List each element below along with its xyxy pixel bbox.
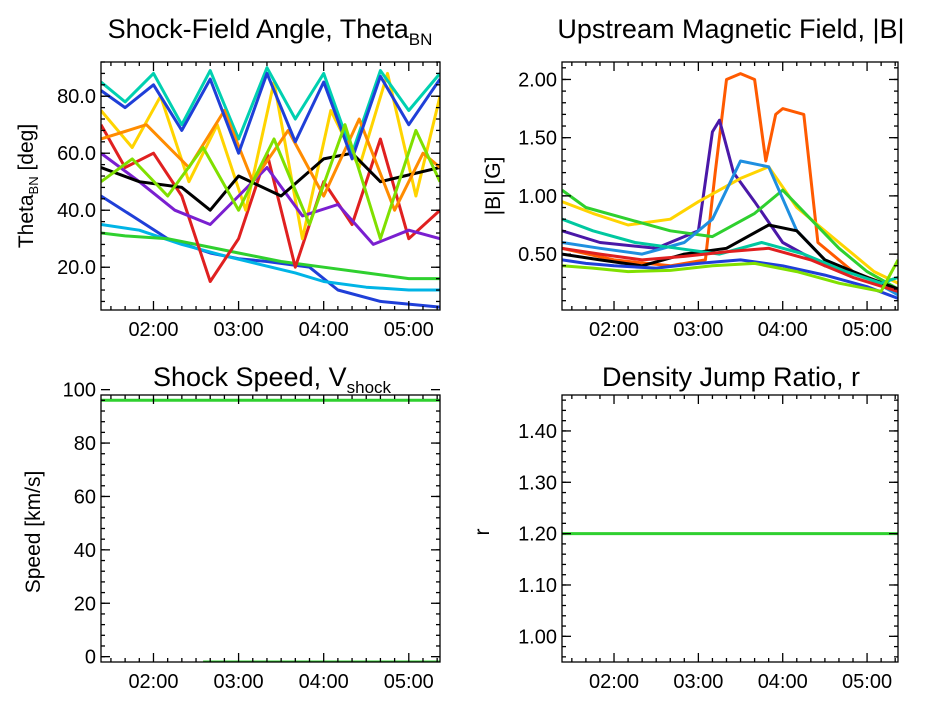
- x-tick-label: 04:00: [758, 671, 808, 693]
- series-layer-theta: [101, 66, 440, 309]
- panel-theta: Shock-Field Angle, ThetaBN ThetaBN [deg]…: [15, 14, 441, 341]
- series-line-theta-0: [101, 194, 440, 309]
- y-tick-label: 1.10: [518, 575, 557, 597]
- ticks-bmag: 02:00 03:00 04:00 05:00 0.50 1.00 1.50 2.00: [518, 62, 898, 341]
- x-tick-label: 03:00: [673, 671, 723, 693]
- x-tick-label: 02:00: [128, 671, 178, 693]
- y-tick-label: 40.0: [57, 200, 96, 222]
- chart-title-theta: Shock-Field Angle, ThetaBN: [108, 14, 433, 49]
- x-tick-label: 02:00: [589, 319, 639, 341]
- x-tick-label: 05:00: [842, 671, 892, 693]
- series-layer-bmag: [562, 72, 898, 300]
- y-tick-label: 40: [74, 540, 96, 562]
- y-axis-label-bmag: |B| [G]: [482, 157, 505, 216]
- series-line-bmag-8: [562, 246, 898, 293]
- y-tick-label: 1.00: [518, 626, 557, 648]
- y-tick-label: 0.50: [518, 244, 557, 266]
- y-axis-label-theta: ThetaBN [deg]: [15, 124, 41, 248]
- y-tick-label: 100: [63, 380, 96, 402]
- y-tick-label: 1.30: [518, 472, 557, 494]
- ticks-theta: 02:00 03:00 04:00 05:00 20.0 40.0 60.0 80.0: [57, 61, 440, 341]
- series-line-bmag-9: [562, 259, 898, 293]
- plot-frame-theta: [100, 61, 441, 311]
- x-tick-label: 05:00: [384, 319, 434, 341]
- y-tick-label: 20: [74, 593, 96, 615]
- chart-title-bmag: Upstream Magnetic Field, |B|: [557, 14, 904, 44]
- series-line-theta-1: [101, 223, 440, 292]
- series-line-theta-10: [101, 123, 440, 241]
- x-tick-label: 02:00: [128, 319, 178, 341]
- panel-bmag: Upstream Magnetic Field, |B| |B| [G] 02:…: [482, 14, 905, 341]
- plot-frame-ratio: [561, 394, 899, 663]
- y-tick-label: 60: [74, 486, 96, 508]
- x-tick-label: 05:00: [384, 671, 434, 693]
- chart-title-ratio: Density Jump Ratio, r: [602, 362, 860, 392]
- series-line-bmag-5: [562, 223, 898, 291]
- plot-frame-vshock: [100, 394, 441, 663]
- y-axis-label-vshock: Speed [km/s]: [22, 471, 45, 594]
- x-tick-label: 04:00: [299, 319, 349, 341]
- series-line-bmag-7: [562, 258, 898, 300]
- y-tick-label: 80: [74, 433, 96, 455]
- plot-frame-bmag: [561, 61, 899, 311]
- series-line-theta-7: [101, 66, 440, 155]
- series-line-bmag-2: [562, 165, 898, 285]
- y-tick-label: 2.00: [518, 69, 557, 91]
- x-tick-label: 03:00: [214, 671, 264, 693]
- y-tick-label: 1.50: [518, 128, 557, 150]
- series-line-theta-8: [101, 109, 440, 212]
- series-line-bmag-6: [562, 217, 898, 285]
- y-tick-label: 20.0: [57, 257, 96, 279]
- series-line-bmag-3: [562, 188, 898, 291]
- series-line-theta-2: [101, 231, 440, 281]
- y-axis-label-ratio: r: [471, 529, 494, 536]
- y-tick-label: 1.40: [518, 421, 557, 443]
- series-layer-vshock: [101, 398, 440, 662]
- ticks-vshock: 02:00 03:00 04:00 05:00 0 20 40 60 80 100: [63, 380, 440, 693]
- ticks-ratio: 02:00 03:00 04:00 05:00 1.00 1.10 1.20 1.30 1.40: [518, 395, 898, 693]
- x-tick-label: 03:00: [673, 319, 723, 341]
- panel-ratio: Density Jump Ratio, r r 02:00 03:00 04:00 0…: [471, 362, 899, 693]
- x-tick-label: 02:00: [589, 671, 639, 693]
- x-tick-label: 03:00: [214, 319, 264, 341]
- x-tick-label: 05:00: [842, 319, 892, 341]
- y-tick-label: 1.20: [518, 524, 557, 546]
- x-tick-label: 04:00: [299, 671, 349, 693]
- y-tick-label: 1.00: [518, 186, 557, 208]
- y-tick-label: 80.0: [57, 86, 96, 108]
- panel-vshock: Shock Speed, Vshock Speed [km/s] 02:00 03…: [22, 362, 441, 693]
- series-line-theta-6: [101, 151, 440, 212]
- y-tick-label: 0: [85, 647, 96, 669]
- chart-title-vshock: Shock Speed, Vshock: [153, 362, 392, 397]
- x-tick-label: 04:00: [758, 319, 808, 341]
- series-line-theta-9: [101, 71, 440, 161]
- series-line-theta-5: [101, 151, 440, 246]
- y-tick-label: 60.0: [57, 143, 96, 165]
